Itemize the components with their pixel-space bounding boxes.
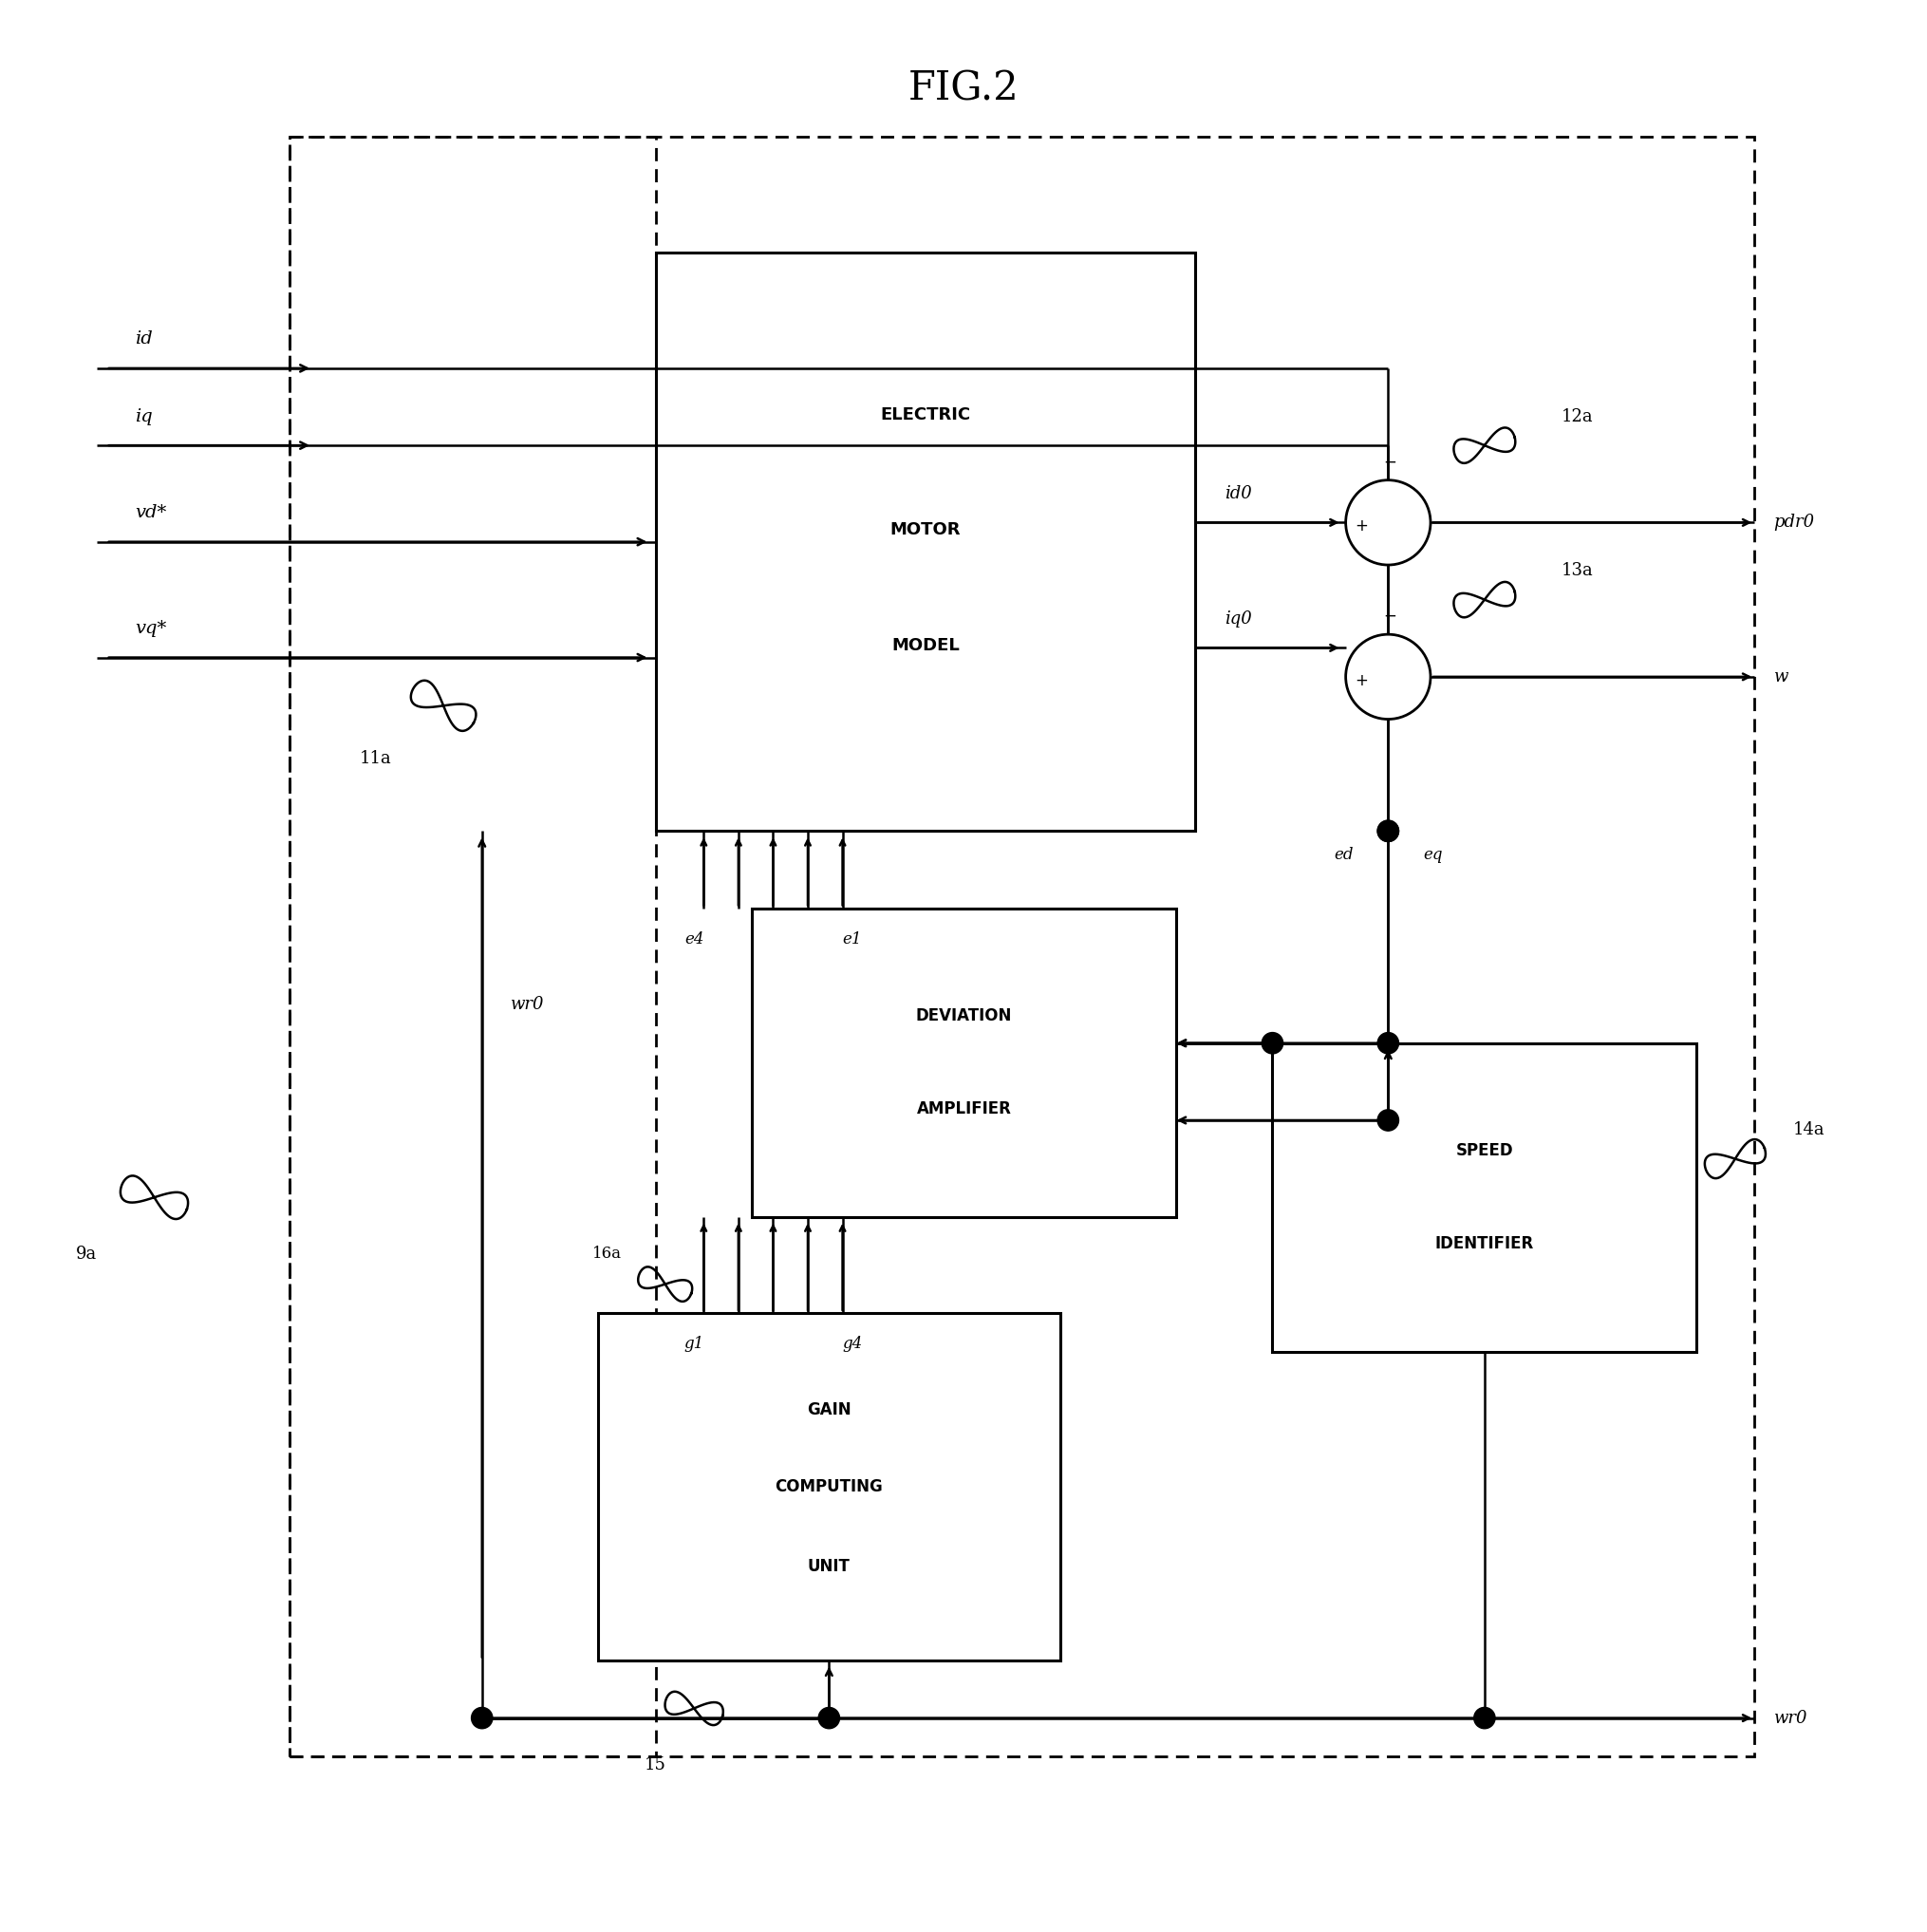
Bar bbox=[289, 137, 1754, 1756]
Text: id: id bbox=[135, 330, 152, 348]
Text: 12a: 12a bbox=[1561, 408, 1594, 425]
Bar bbox=[289, 137, 655, 1756]
Text: pdr0: pdr0 bbox=[1773, 514, 1813, 531]
Text: wr0: wr0 bbox=[511, 997, 543, 1012]
Circle shape bbox=[1345, 634, 1430, 719]
Text: +: + bbox=[1355, 518, 1366, 535]
Text: vd*: vd* bbox=[135, 504, 166, 522]
Circle shape bbox=[470, 1708, 493, 1729]
Text: 15: 15 bbox=[644, 1756, 667, 1774]
Text: e1: e1 bbox=[842, 931, 861, 947]
Text: GAIN: GAIN bbox=[807, 1403, 850, 1418]
Text: 13a: 13a bbox=[1561, 562, 1594, 580]
Text: wr0: wr0 bbox=[1773, 1710, 1806, 1727]
Text: e4: e4 bbox=[684, 931, 703, 947]
Bar bbox=[597, 1314, 1060, 1660]
Circle shape bbox=[1260, 1032, 1281, 1053]
Text: 14a: 14a bbox=[1792, 1121, 1825, 1138]
Text: iq0: iq0 bbox=[1224, 611, 1251, 628]
Circle shape bbox=[1376, 821, 1399, 842]
Bar bbox=[655, 253, 1195, 831]
Text: eq: eq bbox=[1422, 846, 1441, 862]
Text: g1: g1 bbox=[684, 1337, 703, 1352]
Circle shape bbox=[1376, 821, 1399, 842]
Bar bbox=[752, 908, 1175, 1217]
Text: vq*: vq* bbox=[135, 620, 166, 638]
Text: AMPLIFIER: AMPLIFIER bbox=[915, 1099, 1012, 1117]
Circle shape bbox=[1345, 479, 1430, 564]
Text: 11a: 11a bbox=[360, 750, 391, 767]
Text: ed: ed bbox=[1333, 846, 1353, 862]
Text: MODEL: MODEL bbox=[890, 638, 960, 655]
Text: −: − bbox=[1384, 609, 1395, 624]
Text: MOTOR: MOTOR bbox=[890, 522, 960, 539]
Text: COMPUTING: COMPUTING bbox=[775, 1478, 883, 1495]
Text: −: − bbox=[1384, 454, 1395, 471]
Circle shape bbox=[1376, 1032, 1399, 1053]
Text: SPEED: SPEED bbox=[1455, 1142, 1513, 1159]
Circle shape bbox=[1376, 1109, 1399, 1130]
Text: 16a: 16a bbox=[592, 1246, 622, 1262]
Text: 9a: 9a bbox=[77, 1246, 96, 1264]
Circle shape bbox=[1474, 1708, 1495, 1729]
Text: FIG.2: FIG.2 bbox=[908, 70, 1019, 108]
Text: IDENTIFIER: IDENTIFIER bbox=[1434, 1235, 1534, 1252]
Text: w: w bbox=[1773, 668, 1788, 686]
Text: +: + bbox=[1355, 672, 1366, 690]
Text: ELECTRIC: ELECTRIC bbox=[881, 406, 969, 423]
Circle shape bbox=[819, 1708, 838, 1729]
Text: DEVIATION: DEVIATION bbox=[915, 1009, 1012, 1024]
Bar bbox=[1272, 1043, 1696, 1352]
Text: g4: g4 bbox=[842, 1337, 861, 1352]
Text: UNIT: UNIT bbox=[807, 1557, 850, 1575]
Text: id0: id0 bbox=[1224, 485, 1251, 502]
Text: iq: iq bbox=[135, 408, 152, 425]
